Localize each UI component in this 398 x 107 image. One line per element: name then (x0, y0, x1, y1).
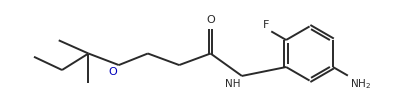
Text: NH$_2$: NH$_2$ (350, 77, 371, 91)
Text: NH: NH (225, 79, 240, 89)
Text: O: O (206, 15, 215, 25)
Text: F: F (263, 20, 269, 30)
Text: O: O (108, 67, 117, 77)
